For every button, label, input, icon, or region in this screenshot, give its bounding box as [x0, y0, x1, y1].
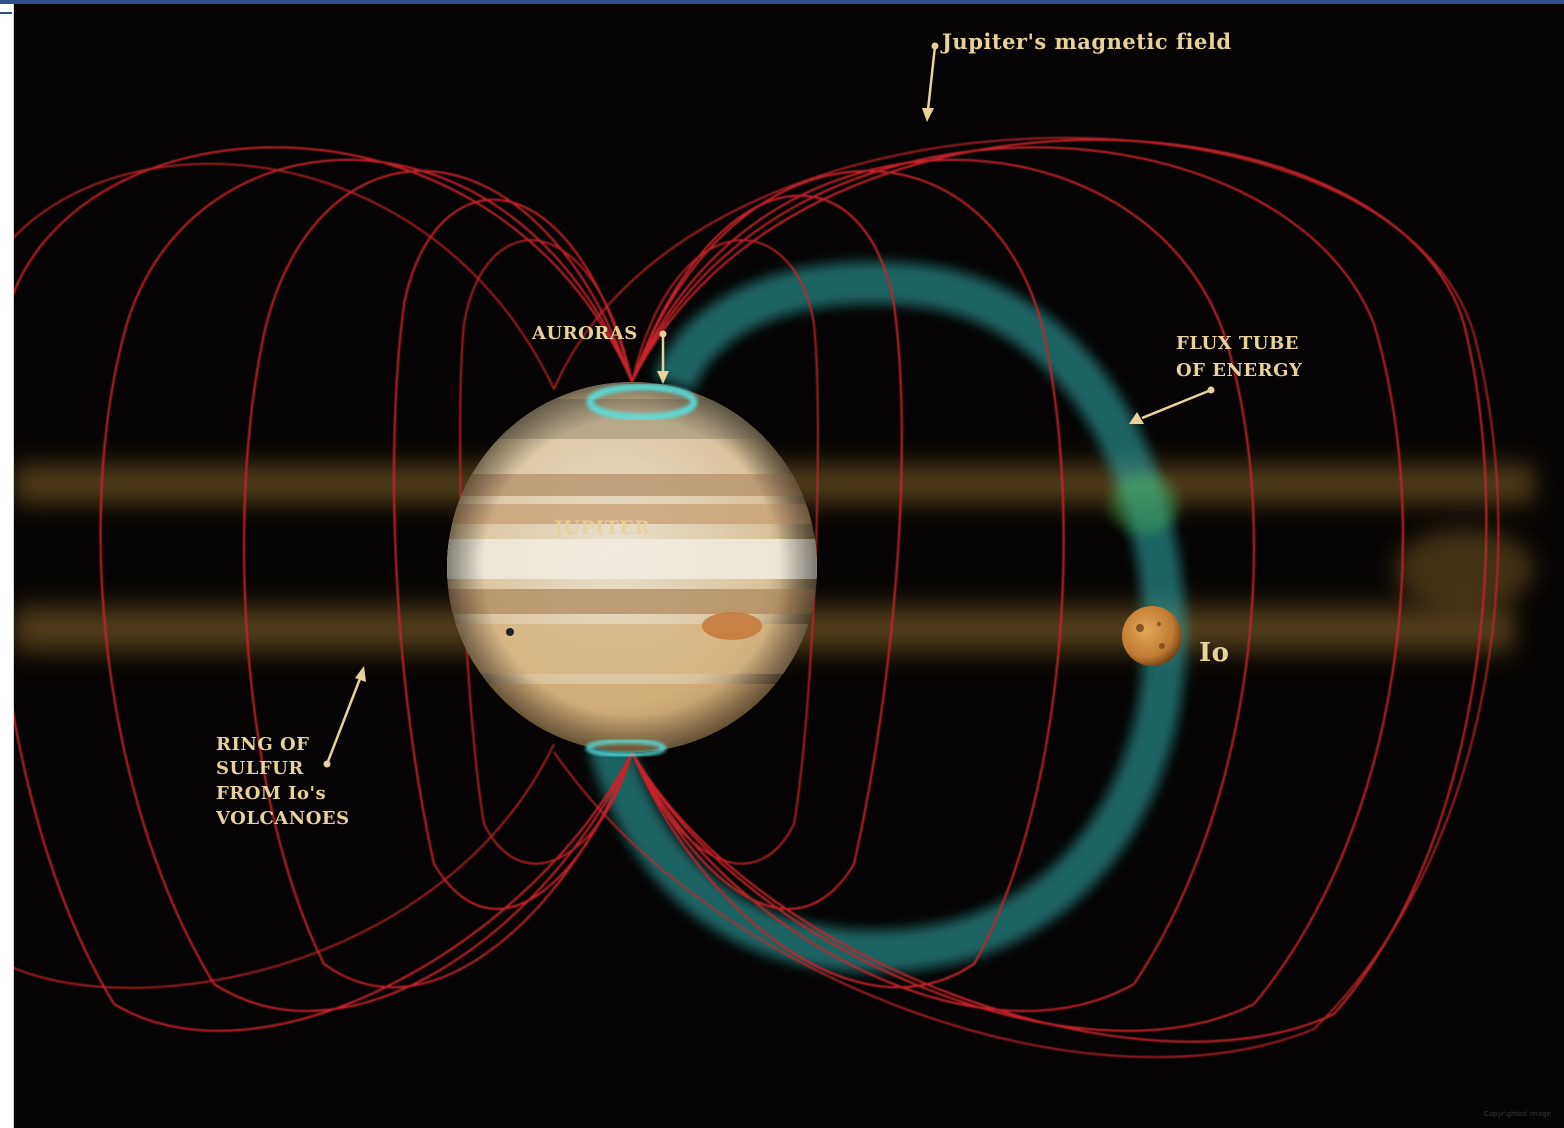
magnetic-field-label: Jupiter's magnetic field	[940, 29, 1232, 54]
sulfur-ring-arrow	[323, 666, 366, 768]
sulfur-ring-label-line1: RING OF	[216, 734, 309, 755]
io-moon	[1122, 606, 1182, 666]
io-label: Io	[1199, 638, 1230, 668]
auroras-label: AURORAS	[531, 323, 638, 344]
window-top-border	[0, 0, 1564, 4]
jupiter-planet	[447, 382, 817, 758]
jupiter-magnetosphere-diagram: Jupiter's magnetic field AURORAS FLUX TU…	[14, 4, 1564, 1128]
sulfur-ring-label-line4: VOLCANOES	[215, 808, 350, 829]
auroras-arrow	[657, 330, 669, 384]
diagram-canvas: Jupiter's magnetic field AURORAS FLUX TU…	[14, 29, 1551, 1118]
io-disk	[1122, 606, 1182, 666]
north-aurora	[586, 383, 698, 421]
flux-tube-label-line1: FLUX TUBE	[1176, 333, 1299, 354]
south-aurora	[585, 738, 667, 758]
left-panel-marker	[0, 12, 12, 14]
magnetic-field-arrow	[922, 42, 939, 122]
flux-tube-arrow	[1129, 386, 1215, 424]
jupiter-label: JUPITER	[552, 517, 651, 539]
field-line-inner-right	[631, 239, 819, 865]
copyright-watermark: Copyrighted image	[1484, 1110, 1551, 1118]
field-line-right-2	[631, 170, 1065, 989]
field-line-left-5	[14, 162, 555, 989]
field-line-right-1	[631, 194, 903, 910]
sulfur-ring-label-line2: SULFUR	[216, 758, 304, 779]
sulfur-ring-label-line3: FROM Io's	[216, 783, 326, 804]
sulfur-ring-edge	[1394, 529, 1534, 609]
magnetic-field-lines	[14, 136, 1500, 1059]
flux-tube-green-glow	[1109, 474, 1179, 534]
flux-tube-label-line2: OF ENERGY	[1176, 360, 1303, 381]
field-line-left-2	[243, 170, 633, 989]
annotation-arrows	[323, 42, 1215, 768]
left-panel-strip	[0, 4, 14, 1128]
field-line-right-5	[631, 138, 1488, 1043]
field-line-left-4	[14, 146, 633, 1032]
field-line-right-6	[553, 136, 1500, 1059]
